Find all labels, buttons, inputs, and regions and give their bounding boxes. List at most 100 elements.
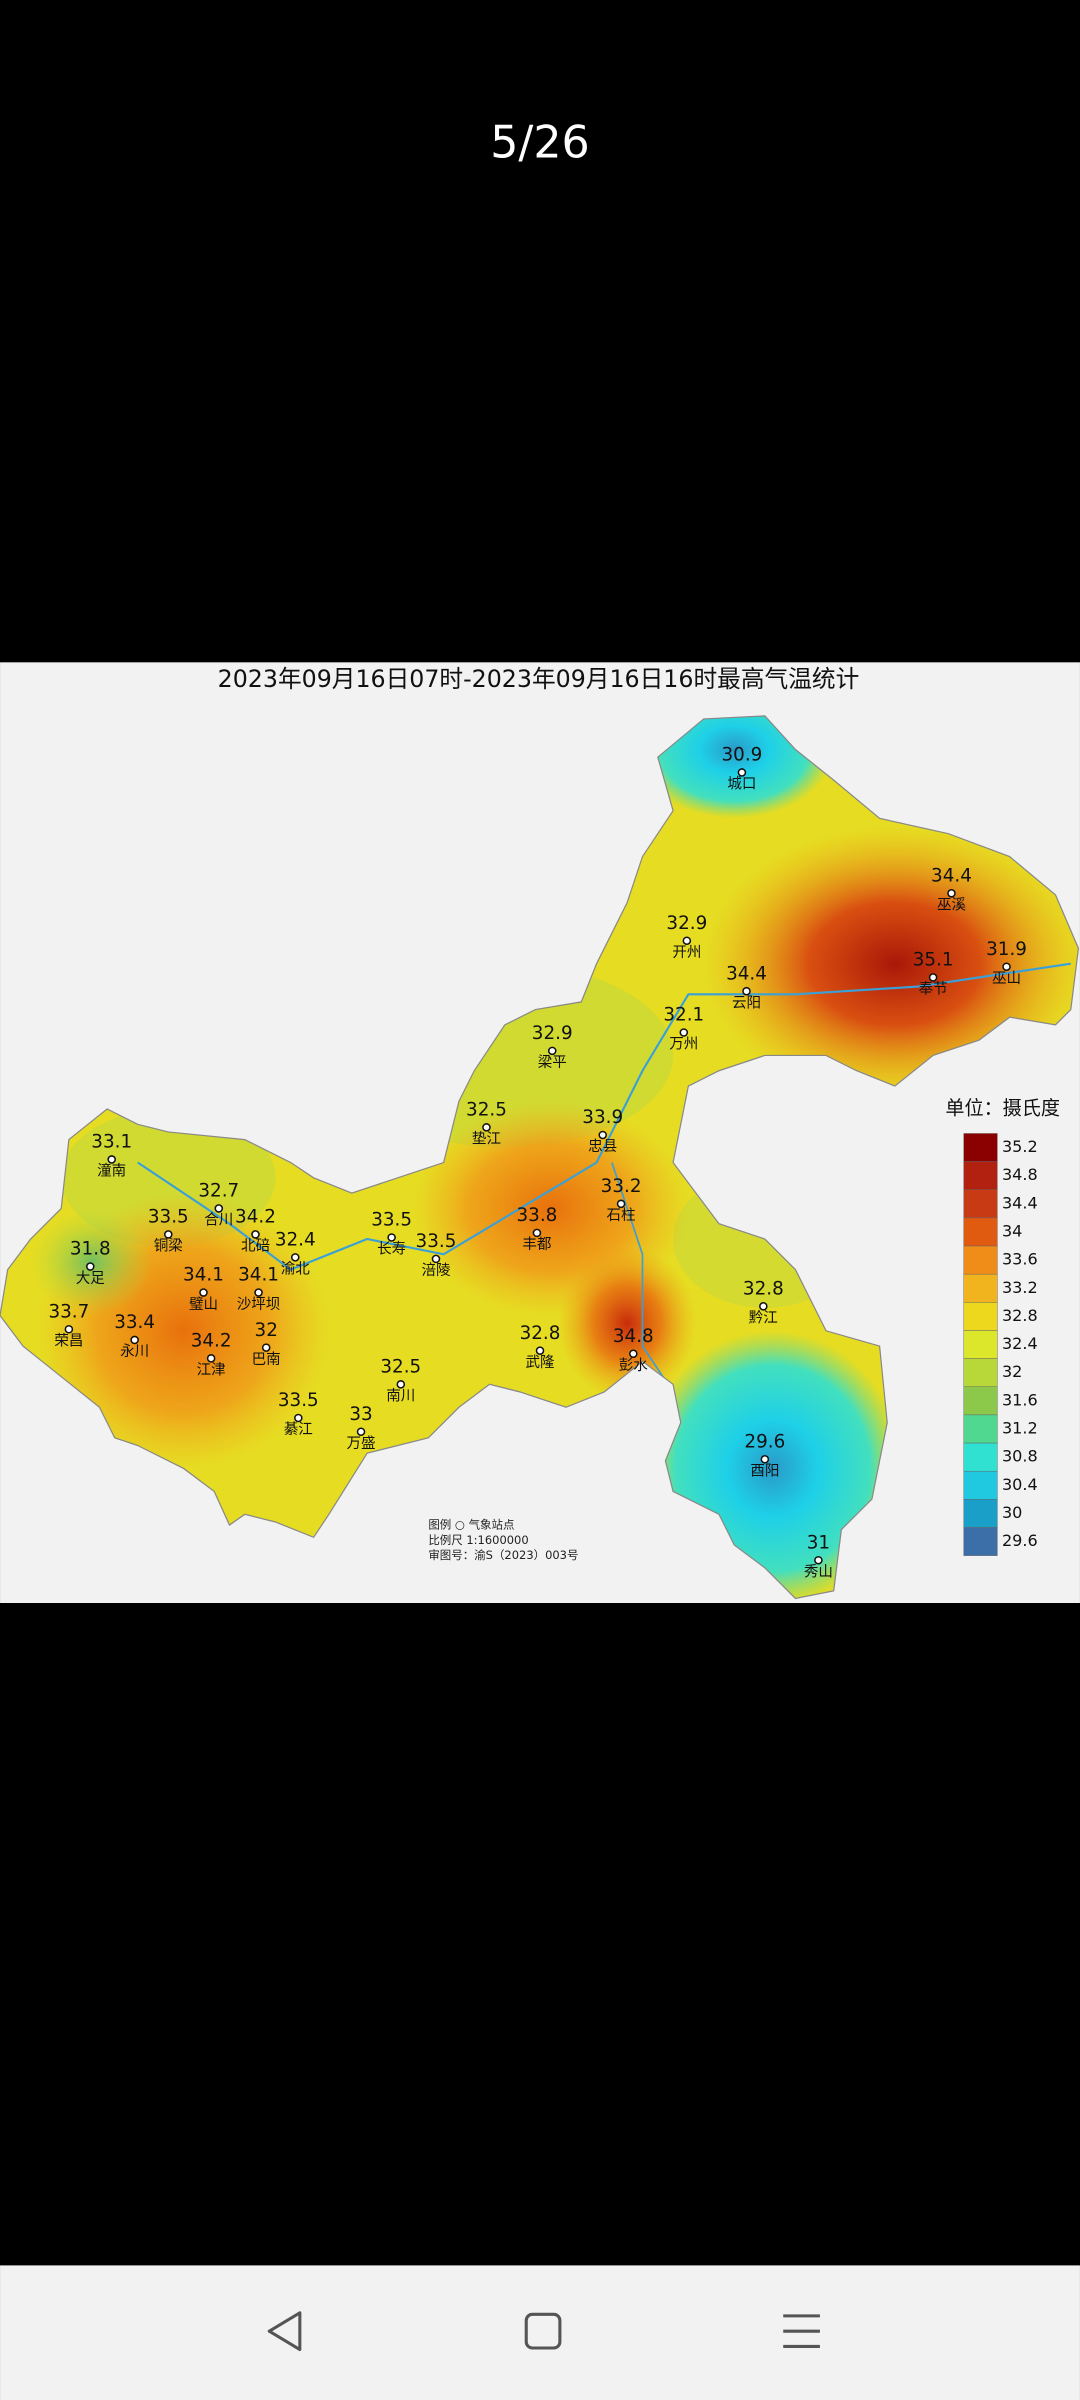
- legend: 单位：摄氏度 35.2 34.8 34.4 34 33.6 33.2 32.8 32.4 32 3…: [945, 1096, 1060, 1556]
- station-dot: [214, 1204, 224, 1213]
- station-dot: [130, 1335, 139, 1345]
- field-blob: [30, 1208, 154, 1316]
- station-dot: [396, 1380, 406, 1389]
- station-value: 32.8: [743, 1278, 784, 1299]
- station-value: 32.9: [532, 1023, 573, 1044]
- station-dot: [629, 1349, 638, 1359]
- legend-label: 34.4: [1002, 1193, 1038, 1212]
- station-value: 33: [349, 1404, 372, 1425]
- station-dot: [535, 1346, 545, 1355]
- station-name: 巫溪: [937, 897, 967, 914]
- legend-swatch: [963, 1358, 998, 1387]
- legend-label: 33.2: [1002, 1278, 1038, 1297]
- station-name: 大足: [76, 1270, 105, 1287]
- station-dot: [760, 1454, 770, 1464]
- station-dot: [547, 1046, 557, 1056]
- station-value: 33.5: [416, 1231, 457, 1252]
- station-dot: [107, 1155, 116, 1164]
- station-dot: [290, 1253, 300, 1262]
- legend-unit: 单位：摄氏度: [945, 1096, 1060, 1119]
- legend-swatch: [963, 1470, 998, 1500]
- legend-label: 32: [1002, 1362, 1022, 1381]
- legend-swatch: [963, 1442, 998, 1472]
- station-name: 渝北: [281, 1261, 311, 1278]
- station-value: 34.2: [191, 1330, 232, 1351]
- nav-background: [0, 2265, 1080, 2400]
- station-value: 32: [255, 1320, 278, 1341]
- station-name: 开州: [672, 945, 701, 961]
- station-dot: [759, 1302, 768, 1311]
- station-value: 33.5: [371, 1210, 412, 1231]
- station-value: 34.2: [235, 1207, 276, 1228]
- back-hit-area[interactable]: [245, 2294, 325, 2367]
- map-image: 2023年09月16日07时-2023年09月16日16时最高气温统计 30.9…: [0, 662, 1080, 1604]
- station-name: 綦江: [284, 1421, 313, 1438]
- station-dot: [431, 1254, 441, 1264]
- legend-swatch: [963, 1217, 998, 1247]
- station-dot: [928, 973, 938, 982]
- footer-line: 审图号：渝S（2023）003号: [428, 1548, 578, 1562]
- home-button[interactable]: [505, 2294, 585, 2367]
- legend-swatch: [963, 1302, 998, 1331]
- viewer-background: [0, 1603, 1080, 2266]
- station-name: 合川: [204, 1212, 233, 1229]
- station-name: 彭水: [619, 1357, 649, 1374]
- station-name: 石柱: [607, 1207, 636, 1224]
- station-dot: [251, 1230, 260, 1239]
- station-value: 33.9: [582, 1107, 623, 1128]
- legend-swatch: [963, 1499, 998, 1528]
- station-name: 永川: [120, 1343, 149, 1360]
- station-dot: [1002, 962, 1011, 972]
- station-value: 32.5: [466, 1100, 507, 1121]
- station-dot: [199, 1288, 208, 1297]
- station-value: 34.8: [613, 1326, 654, 1347]
- station-name: 万州: [669, 1037, 698, 1053]
- legend-swatch: [963, 1330, 998, 1359]
- legend-swatch: [963, 1386, 998, 1416]
- legend-label: 31.2: [1002, 1418, 1038, 1437]
- station-name: 秀山: [804, 1563, 833, 1580]
- station-name: 江津: [197, 1362, 226, 1379]
- legend-swatch: [963, 1527, 998, 1556]
- legend-swatch: [963, 1161, 998, 1190]
- station-value: 33.5: [278, 1390, 319, 1411]
- map-title: 2023年09月16日07时-2023年09月16日16时最高气温统计: [218, 665, 860, 693]
- legend-label: 34.8: [1002, 1165, 1038, 1184]
- station-value: 30.9: [721, 745, 762, 766]
- home-hit-area[interactable]: [505, 2294, 585, 2367]
- legend-label: 30.8: [1002, 1447, 1038, 1466]
- station-value: 33.8: [517, 1205, 558, 1226]
- station-name: 涪陵: [421, 1262, 451, 1279]
- station-value: 32.5: [380, 1356, 421, 1377]
- navigation-bar: [0, 2265, 1080, 2400]
- legend-swatch: [963, 1414, 998, 1444]
- station-value: 31: [807, 1532, 830, 1553]
- station-dot: [164, 1230, 173, 1239]
- menu-button[interactable]: [762, 2294, 842, 2367]
- legend-swatch: [963, 1273, 998, 1303]
- station-name: 丰都: [522, 1236, 551, 1253]
- station-name: 铜梁: [154, 1238, 183, 1255]
- footer-line: 图例 ○ 气象站点: [428, 1518, 514, 1532]
- legend-label: 31.6: [1002, 1390, 1038, 1409]
- station-name: 荣昌: [54, 1332, 83, 1349]
- image-counter: 5/26: [490, 117, 590, 168]
- station-value: 34.1: [183, 1265, 224, 1286]
- station-dot: [356, 1427, 366, 1437]
- home-icon[interactable]: [524, 2312, 562, 2350]
- back-icon[interactable]: [267, 2311, 302, 2352]
- back-button[interactable]: [245, 2294, 325, 2367]
- legend-swatch: [963, 1245, 998, 1275]
- station-dot: [482, 1123, 491, 1132]
- stations: 30.9 城口 34.4 巫溪 32.9 开州 31.9 巫山 35.1 奉节 34.4 云阳 32.1…: [48, 745, 1027, 1581]
- station-dot: [86, 1262, 95, 1271]
- station-name: 潼南: [97, 1162, 126, 1180]
- legend-swatch: [963, 1133, 998, 1162]
- station-name: 梁平: [538, 1054, 567, 1071]
- station-name: 垫江: [472, 1131, 501, 1148]
- station-name: 忠县: [588, 1138, 617, 1155]
- legend-label: 34: [1002, 1221, 1022, 1240]
